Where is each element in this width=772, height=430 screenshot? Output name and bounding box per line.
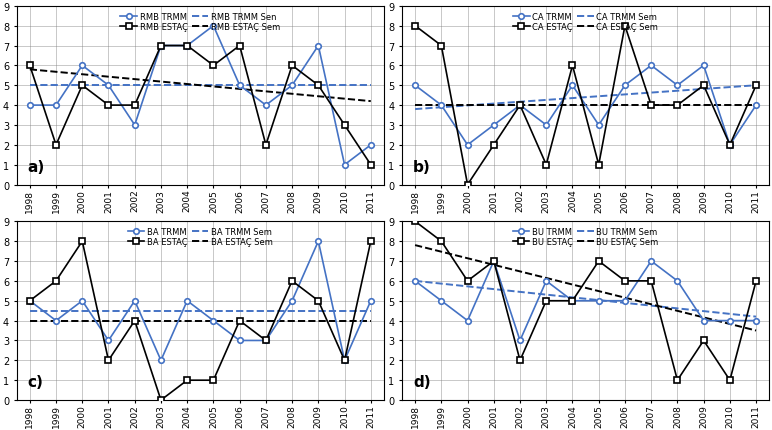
Text: d): d)	[413, 375, 431, 390]
Text: c): c)	[28, 375, 43, 390]
Legend: CA TRMM, CA ESTAÇ, CA TRMM Sem, CA ESTAÇ Sem: CA TRMM, CA ESTAÇ, CA TRMM Sem, CA ESTAÇ…	[511, 11, 660, 34]
Legend: RMB TRMM, RMB ESTAÇ, RMB TRMM Sen, RMB ESTAÇ Sem: RMB TRMM, RMB ESTAÇ, RMB TRMM Sen, RMB E…	[119, 11, 282, 34]
Text: b): b)	[413, 160, 431, 175]
Text: a): a)	[28, 160, 45, 175]
Legend: BA TRMM, BA ESTAÇ, BA TRMM Sem, BA ESTAÇ Sem: BA TRMM, BA ESTAÇ, BA TRMM Sem, BA ESTAÇ…	[126, 226, 275, 249]
Legend: BU TRMM, BU ESTAÇ, BU TRMM Sem, BU ESTAÇ Sem: BU TRMM, BU ESTAÇ, BU TRMM Sem, BU ESTAÇ…	[511, 226, 660, 249]
